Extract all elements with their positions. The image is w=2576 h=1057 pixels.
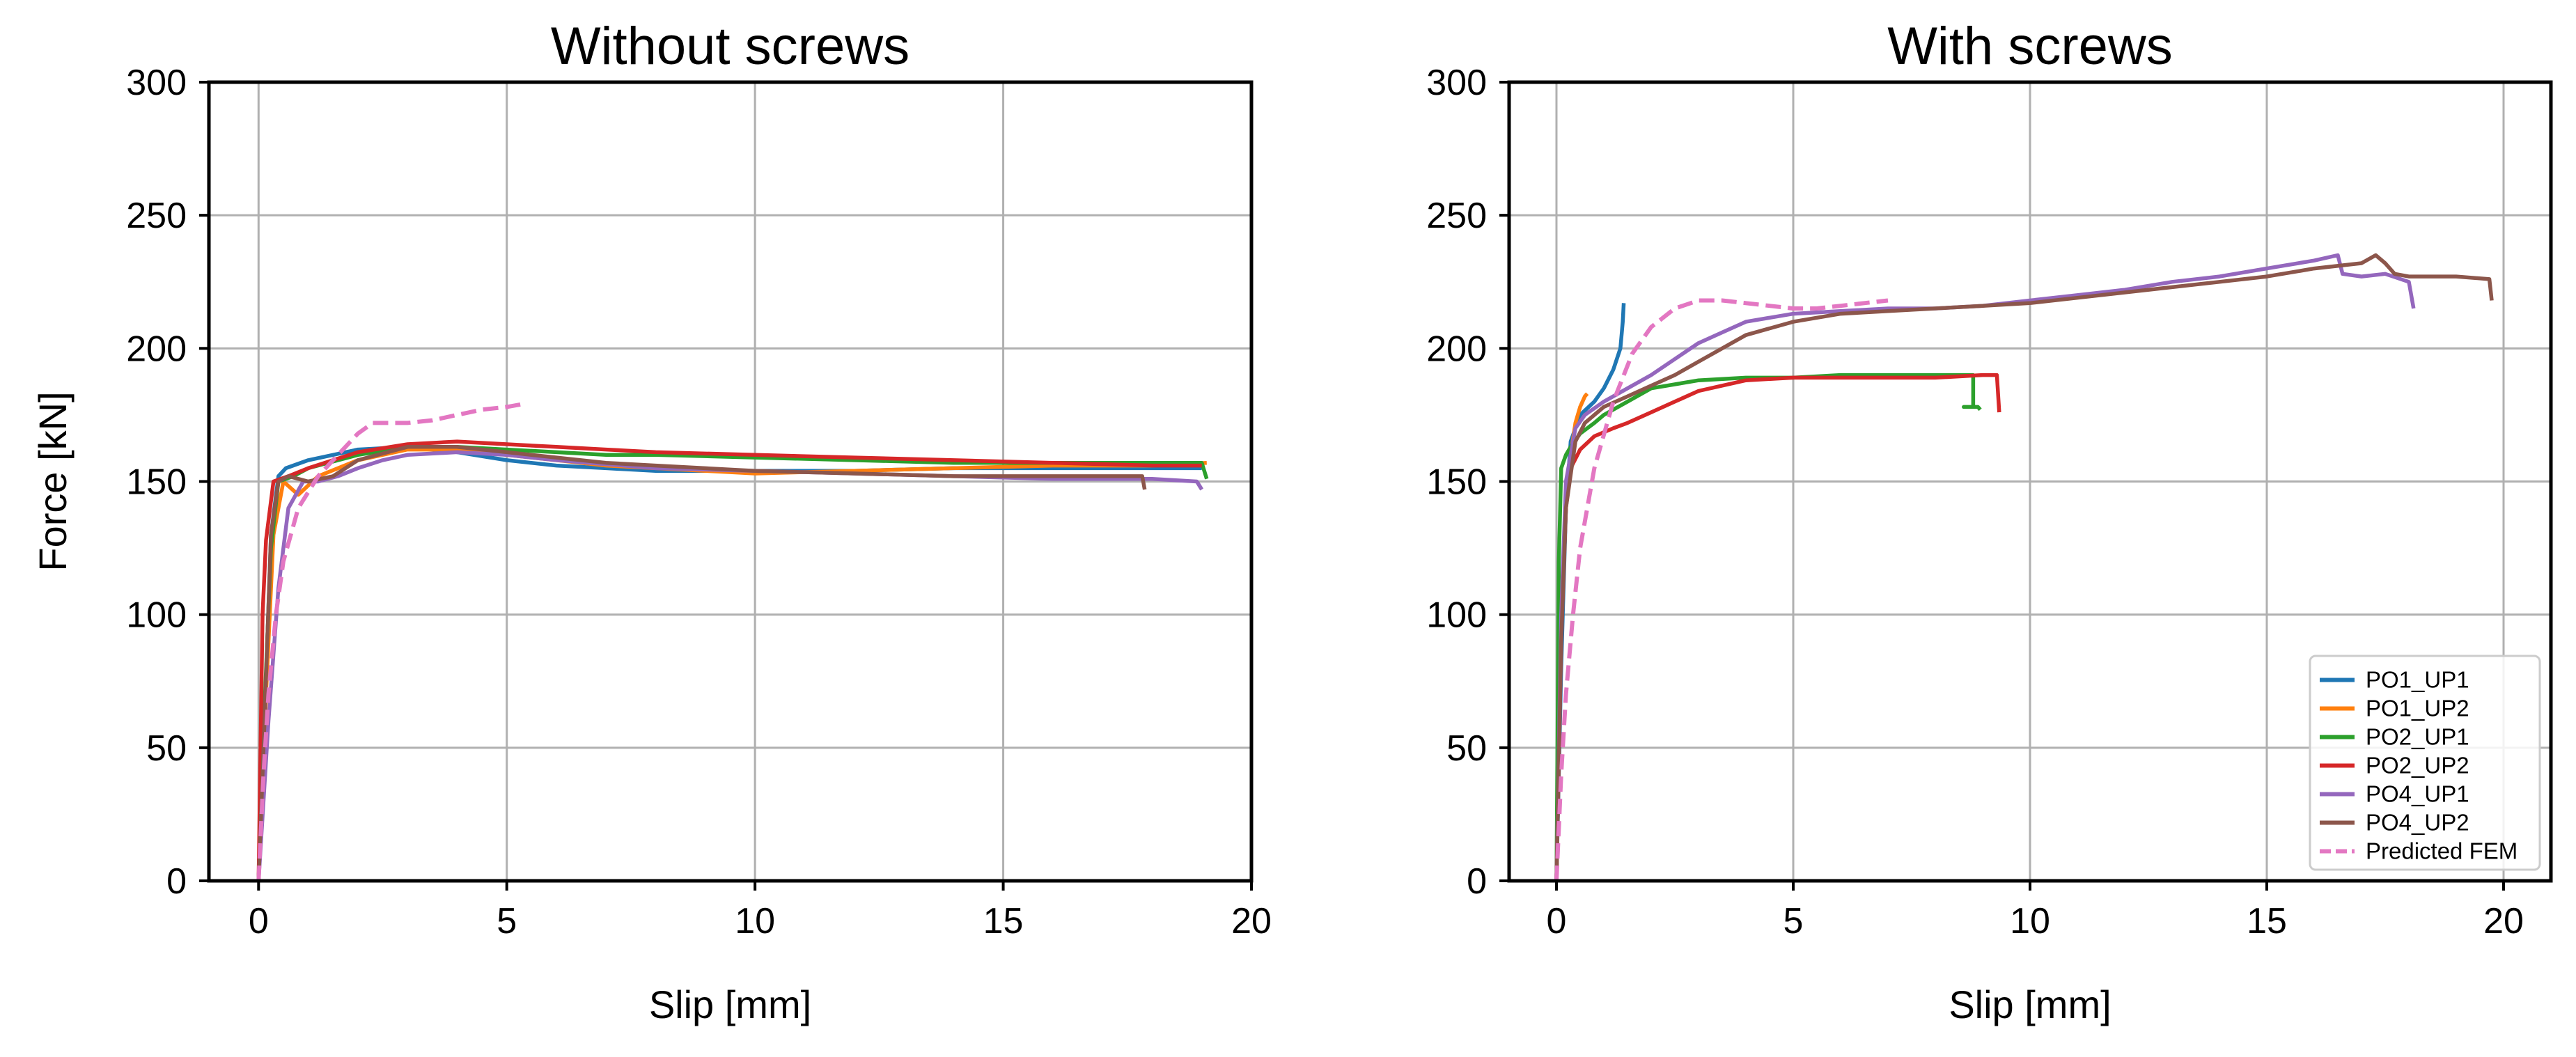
y-tick-label: 200 xyxy=(1426,329,1487,369)
y-tick-label: 100 xyxy=(1426,595,1487,636)
y-tick-label: 300 xyxy=(126,63,187,103)
legend-label-predicted-fem: Predicted FEM xyxy=(2366,838,2518,864)
x-tick-label: 15 xyxy=(2247,901,2287,941)
series-line-po4-up1 xyxy=(256,450,1204,882)
series-line-po2-up1 xyxy=(256,445,1209,882)
series-line-po1-up1 xyxy=(1554,303,1626,882)
x-tick-label: 5 xyxy=(1783,901,1804,941)
y-tick-label: 50 xyxy=(146,728,187,769)
x-tick-label: 10 xyxy=(735,901,775,941)
x-tick-label: 15 xyxy=(983,901,1024,941)
series-line-po2-up2 xyxy=(1554,373,2001,882)
y-tick-label: 0 xyxy=(166,861,187,902)
y-tick-label: 100 xyxy=(126,595,187,636)
series-line-po4-up2 xyxy=(256,445,1147,882)
y-tick-label: 150 xyxy=(126,462,187,503)
x-ticks: 0 5 10 15 20 xyxy=(1547,881,2524,941)
series-line-po2-up2 xyxy=(256,439,1202,882)
y-tick-label: 150 xyxy=(1426,462,1487,503)
series-layer xyxy=(256,402,1209,882)
legend-label-po1-up1: PO1_UP1 xyxy=(2366,667,2469,693)
x-tick-label: 20 xyxy=(1231,901,1272,941)
x-tick-label: 0 xyxy=(249,901,269,941)
x-ticks: 0 5 10 15 20 xyxy=(249,881,1272,941)
series-line-po1-up1 xyxy=(256,445,1202,882)
y-tick-label: 50 xyxy=(1446,728,1487,769)
legend-label-po2-up2: PO2_UP2 xyxy=(2366,753,2469,778)
series-line-po1-up2 xyxy=(256,447,1207,882)
y-tick-label: 200 xyxy=(126,329,187,369)
y-ticks: 0 50 100 150 200 250 300 xyxy=(1426,63,1509,902)
legend: PO1_UP1 PO1_UP2 PO2_UP1 PO2_UP2 PO4_UP1 PO4_U… xyxy=(2309,655,2541,871)
series-line-predicted-fem xyxy=(256,402,522,882)
legend-label-po4-up1: PO4_UP1 xyxy=(2366,781,2469,807)
legend-label-po2-up1: PO2_UP1 xyxy=(2366,724,2469,750)
series-line-po2-up1 xyxy=(1554,373,1982,882)
legend-label-po4-up2: PO4_UP2 xyxy=(2366,810,2469,836)
y-tick-label: 300 xyxy=(1426,63,1487,103)
series-line-predicted-fem xyxy=(1554,298,1889,882)
x-axis-label: Slip [mm] xyxy=(649,982,811,1026)
series-layer xyxy=(1554,253,2494,882)
legend-box xyxy=(2309,655,2541,871)
x-axis-label: Slip [mm] xyxy=(1949,982,2111,1026)
y-tick-label: 250 xyxy=(126,196,187,236)
series-line-po4-up2 xyxy=(1554,253,2494,882)
y-axis-label: Force [kN] xyxy=(31,391,75,571)
chart-title: With screws xyxy=(1887,17,2173,76)
chart-title: Without screws xyxy=(551,17,910,76)
y-tick-label: 250 xyxy=(1426,196,1487,236)
y-tick-label: 0 xyxy=(1467,861,1487,902)
y-ticks: 0 50 100 150 200 250 300 xyxy=(126,63,209,902)
legend-label-po1-up2: PO1_UP2 xyxy=(2366,696,2469,721)
x-tick-label: 5 xyxy=(497,901,517,941)
x-tick-label: 10 xyxy=(2010,901,2050,941)
subplot-without-screws: 0 5 10 15 20 0 50 100 150 200 250 300 Without scre… xyxy=(31,17,1272,1026)
grid-lines xyxy=(209,81,1253,882)
x-tick-label: 20 xyxy=(2483,901,2524,941)
x-tick-label: 0 xyxy=(1547,901,1567,941)
